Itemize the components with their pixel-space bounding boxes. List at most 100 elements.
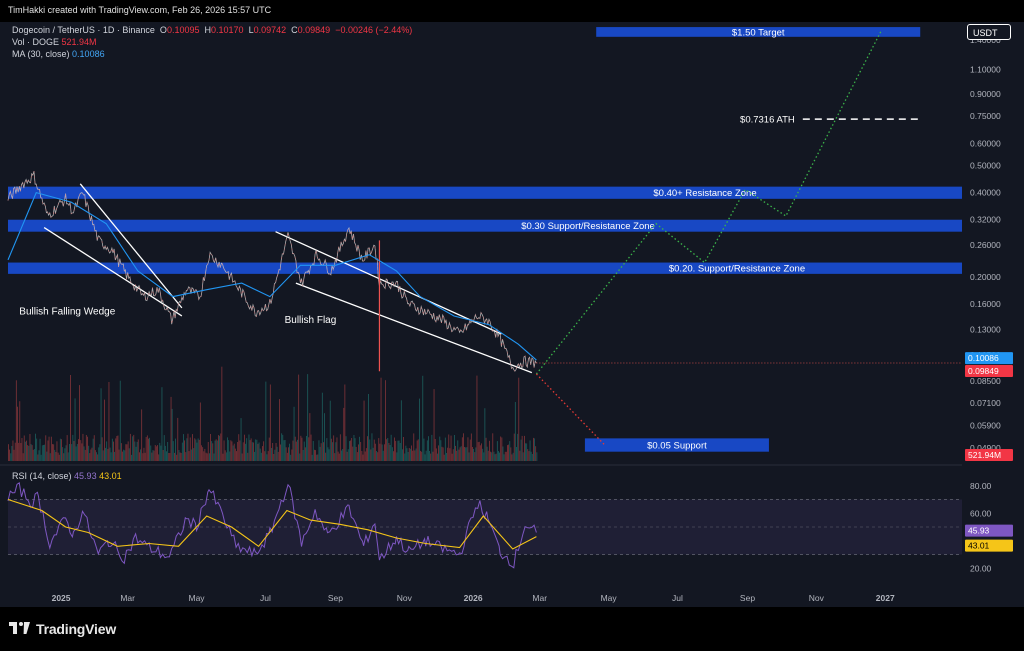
zone-label: $1.50 Target: [732, 27, 785, 38]
volume-bar: [339, 434, 341, 461]
volume-bar: [377, 452, 379, 461]
volume-bar: [386, 439, 388, 461]
volume-bar: [496, 441, 498, 461]
volume-bar: [218, 435, 219, 461]
volume-bar: [301, 437, 303, 461]
volume-bar: [98, 447, 100, 461]
volume-bar: [403, 437, 404, 461]
volume-bar: [84, 449, 86, 461]
volume-bar: [187, 433, 189, 461]
volume-bar: [231, 441, 233, 461]
volume-bar: [224, 450, 226, 461]
volume-bar: [324, 413, 325, 461]
volume-bar: [49, 453, 51, 461]
volume-bar: [489, 440, 490, 461]
volume-bar: [476, 375, 478, 461]
volume-bar: [503, 454, 505, 461]
volume-bar: [264, 451, 266, 461]
volume-bar: [15, 380, 17, 461]
volume-bar: [484, 408, 486, 461]
zone-label: $0.40+ Resistance Zone: [653, 188, 756, 199]
volume-bar: [135, 446, 137, 461]
volume-bar: [28, 445, 30, 461]
volume-bar: [66, 435, 68, 461]
x-tick-label: Nov: [397, 593, 413, 603]
volume-bar: [62, 447, 64, 461]
low-label: L: [248, 25, 254, 35]
volume-bar: [155, 446, 157, 461]
volume-bar: [186, 438, 188, 461]
volume-bar: [169, 453, 171, 461]
volume-bar: [280, 444, 281, 461]
volume-bar: [442, 447, 444, 461]
x-tick-label: May: [601, 593, 618, 603]
volume-bar: [285, 447, 287, 461]
volume-bar: [336, 437, 338, 461]
volume-bar: [109, 447, 111, 461]
volume-bar: [225, 452, 227, 461]
volume-bar: [171, 408, 173, 461]
volume-bar: [408, 448, 410, 461]
volume-bar: [127, 441, 129, 461]
volume-bar: [500, 436, 502, 461]
volume-bar: [466, 447, 468, 461]
volume-bar: [40, 454, 42, 461]
ma-price-tag-bg: [965, 352, 1013, 365]
volume-bar: [133, 434, 135, 461]
volume-bar: [220, 433, 222, 461]
volume-bar: [530, 451, 532, 461]
volume-bar: [128, 448, 130, 461]
volume-bar: [485, 437, 487, 461]
volume-bar: [295, 441, 297, 461]
volume-bar: [299, 453, 301, 461]
volume-bar: [440, 440, 442, 461]
volume-bar: [199, 402, 201, 461]
volume-bar: [525, 443, 526, 461]
volume-bar: [517, 433, 519, 461]
volume-bar: [420, 450, 421, 461]
volume-bar: [360, 442, 362, 461]
volume-bar: [183, 434, 184, 461]
volume-bar: [333, 435, 335, 461]
symbol-legend: Dogecoin / TetherUS · 1D · Binance O0.10…: [12, 24, 412, 36]
volume-bar: [362, 454, 364, 461]
volume-bar: [122, 451, 123, 461]
volume-bar: [292, 440, 294, 461]
volume-bar: [467, 437, 469, 461]
volume-bar: [370, 449, 372, 461]
volume-bar: [202, 447, 204, 461]
volume-bar: [361, 451, 363, 461]
volume-bar: [405, 445, 407, 461]
volume-bar: [380, 377, 382, 461]
volume-bar: [464, 447, 465, 461]
volume-bar: [55, 452, 57, 461]
volume-bar: [297, 439, 298, 461]
y-tick-label: 0.60000: [970, 138, 1001, 148]
volume-bar: [302, 450, 304, 461]
volume-bar: [352, 446, 354, 461]
volume-bar: [241, 453, 243, 461]
volume-bar: [106, 441, 108, 461]
volume-bar: [233, 443, 235, 461]
y-tick-label: 0.26000: [970, 240, 1001, 250]
volume-bar: [385, 380, 386, 461]
volume-bar: [108, 382, 110, 461]
open-label: O: [159, 25, 167, 35]
ath-label: $0.7316 ATH: [740, 115, 795, 126]
rsi-y-tick-label: 80.00: [970, 481, 992, 491]
volume-bar: [12, 440, 14, 461]
currency-selector[interactable]: USDT: [967, 24, 1011, 40]
volume-bar: [177, 417, 179, 461]
volume-bar: [396, 452, 398, 461]
volume-bar: [46, 451, 48, 461]
volume-bar: [150, 445, 152, 461]
volume-bar: [358, 444, 359, 461]
volume-bar: [176, 454, 178, 461]
volume-bar: [431, 434, 433, 461]
ma-value: 0.10086: [72, 49, 105, 59]
volume-bar: [284, 440, 286, 461]
volume-bar: [449, 448, 451, 461]
rsi-y-tick-label: 20.00: [970, 563, 992, 573]
y-tick-label: 0.04900: [970, 443, 1001, 453]
